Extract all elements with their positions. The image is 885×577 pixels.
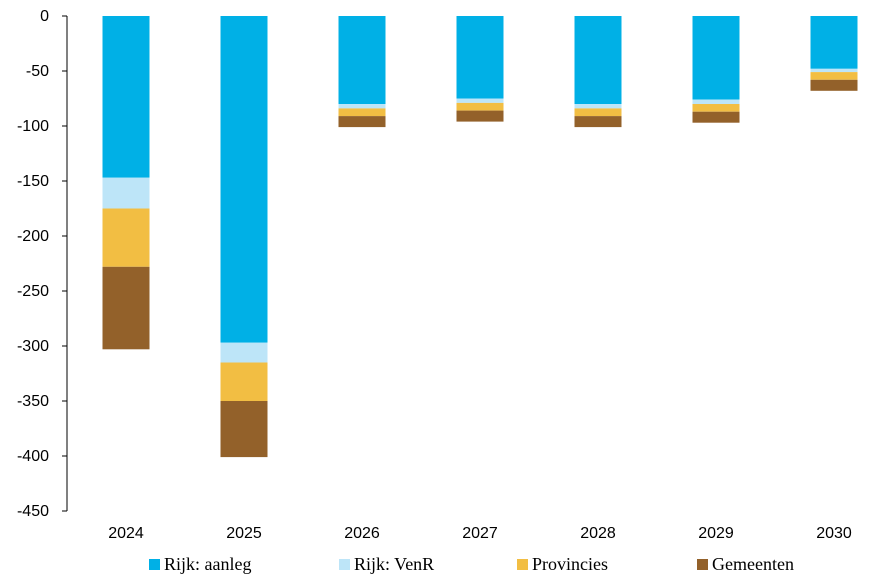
x-tick-label: 2025 bbox=[226, 525, 262, 542]
y-tick-label: -200 bbox=[17, 228, 49, 245]
x-axis-labels: 2024 2025 2026 2027 2028 2029 2030 bbox=[108, 525, 852, 542]
legend-label: Provincies bbox=[532, 554, 608, 574]
bar-segment-rijk-venr-2025 bbox=[220, 342, 268, 363]
bar-segment-gemeenten-2029 bbox=[692, 111, 740, 123]
legend-item-rijk-aanleg: Rijk: aanleg bbox=[149, 554, 251, 575]
bar-segment-rijk-venr-2024 bbox=[102, 177, 150, 209]
bar-segment-rijk-aanleg-2028 bbox=[574, 16, 622, 104]
bar-segment-gemeenten-2026 bbox=[338, 116, 386, 128]
y-tick-label: -50 bbox=[26, 63, 49, 80]
legend-label: Rijk: aanleg bbox=[164, 554, 252, 574]
x-tick-label: 2027 bbox=[462, 525, 498, 542]
bar-segment-rijk-venr-2028 bbox=[574, 104, 622, 109]
bar-layer bbox=[102, 16, 858, 458]
y-axis-ticks: 0 -50 -100 -150 -200 -250 -300 -350 -400 -450 bbox=[17, 8, 67, 520]
bar-segment-rijk-venr-2026 bbox=[338, 104, 386, 109]
legend-swatch bbox=[149, 559, 160, 570]
bar-stack-2027 bbox=[456, 16, 504, 122]
x-tick-label: 2030 bbox=[816, 525, 852, 542]
x-tick-label: 2028 bbox=[580, 525, 616, 542]
bar-segment-rijk-aanleg-2026 bbox=[338, 16, 386, 104]
bar-segment-provincies-2030 bbox=[810, 72, 858, 80]
x-tick-label: 2026 bbox=[344, 525, 380, 542]
bar-segment-provincies-2029 bbox=[692, 104, 740, 112]
y-tick-label: -350 bbox=[17, 393, 49, 410]
legend-swatch bbox=[697, 559, 708, 570]
bar-stack-2028 bbox=[574, 16, 622, 128]
bar-segment-rijk-venr-2027 bbox=[456, 98, 504, 103]
bar-segment-rijk-aanleg-2024 bbox=[102, 16, 150, 178]
x-tick-label: 2024 bbox=[108, 525, 144, 542]
bar-stack-2024 bbox=[102, 16, 150, 350]
bar-segment-rijk-aanleg-2029 bbox=[692, 16, 740, 100]
x-tick-label: 2029 bbox=[698, 525, 734, 542]
bar-stack-2026 bbox=[338, 16, 386, 128]
bar-segment-gemeenten-2024 bbox=[102, 266, 150, 350]
legend-swatch bbox=[339, 559, 350, 570]
bar-stack-2029 bbox=[692, 16, 740, 123]
y-tick-label: -250 bbox=[17, 283, 49, 300]
y-tick-label: 0 bbox=[40, 8, 49, 25]
legend: Rijk: aanleg Rijk: VenR Provincies Gemeente… bbox=[0, 554, 885, 576]
bar-stack-2025 bbox=[220, 16, 268, 458]
bar-segment-provincies-2024 bbox=[102, 208, 150, 267]
y-tick-label: -300 bbox=[17, 338, 49, 355]
legend-label: Gemeenten bbox=[712, 554, 794, 574]
bar-segment-gemeenten-2030 bbox=[810, 79, 858, 91]
bar-segment-rijk-aanleg-2030 bbox=[810, 16, 858, 69]
y-tick-label: -450 bbox=[17, 503, 49, 520]
bar-segment-provincies-2028 bbox=[574, 108, 622, 117]
bar-segment-gemeenten-2028 bbox=[574, 116, 622, 128]
legend-item-rijk-venr: Rijk: VenR bbox=[339, 554, 434, 575]
bar-segment-rijk-venr-2030 bbox=[810, 68, 858, 73]
legend-label: Rijk: VenR bbox=[354, 554, 435, 574]
bar-stack-2030 bbox=[810, 16, 858, 91]
bar-segment-rijk-aanleg-2027 bbox=[456, 16, 504, 99]
y-tick-label: -150 bbox=[17, 173, 49, 190]
bar-segment-gemeenten-2027 bbox=[456, 110, 504, 122]
bar-segment-provincies-2027 bbox=[456, 102, 504, 111]
bar-segment-rijk-venr-2029 bbox=[692, 99, 740, 104]
bar-segment-gemeenten-2025 bbox=[220, 401, 268, 458]
y-tick-label: -400 bbox=[17, 448, 49, 465]
bar-segment-rijk-aanleg-2025 bbox=[220, 16, 268, 343]
y-tick-label: -100 bbox=[17, 118, 49, 135]
legend-item-gemeenten: Gemeenten bbox=[697, 554, 794, 575]
legend-swatch bbox=[517, 559, 528, 570]
bar-segment-provincies-2025 bbox=[220, 362, 268, 401]
legend-item-provincies: Provincies bbox=[517, 554, 608, 575]
bar-segment-provincies-2026 bbox=[338, 108, 386, 117]
